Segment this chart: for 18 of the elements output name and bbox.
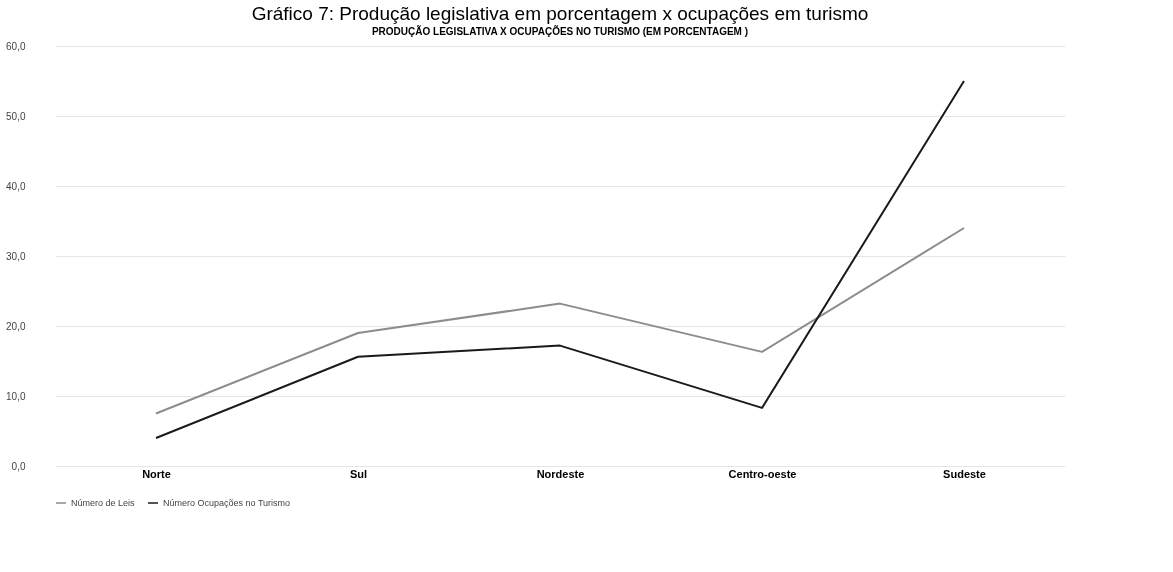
legend-label: Número Ocupações no Turismo: [163, 498, 291, 508]
y-tick-label: 30,0: [6, 250, 26, 262]
chart-title: Gráfico 7: Produção legislativa em porcentagem x ocupações em turismo: [251, 3, 869, 24]
line-series: [155, 227, 965, 415]
x-tick-label: Sudeste: [943, 467, 986, 480]
chart-subtitle: PRODUÇÃO LEGISLATIVA X OCUPAÇÕES NO TURISMO (EM PORCENTAGEM ): [371, 25, 749, 37]
y-tick-label: 40,0: [6, 180, 26, 192]
y-tick-label: 60,0: [6, 40, 26, 52]
x-tick-label: Norte: [142, 467, 171, 480]
y-tick-label: 20,0: [6, 320, 26, 332]
line-series: [155, 80, 965, 439]
x-tick-label: Centro-oeste: [728, 467, 797, 480]
x-tick-label: Nordeste: [536, 467, 585, 480]
legend-label: Número de Leis: [71, 498, 136, 508]
y-tick-label: 50,0: [6, 110, 26, 122]
y-tick-label: 10,0: [6, 390, 26, 402]
y-tick-label: 0,0: [11, 460, 26, 472]
x-tick-label: Sul: [349, 467, 368, 480]
